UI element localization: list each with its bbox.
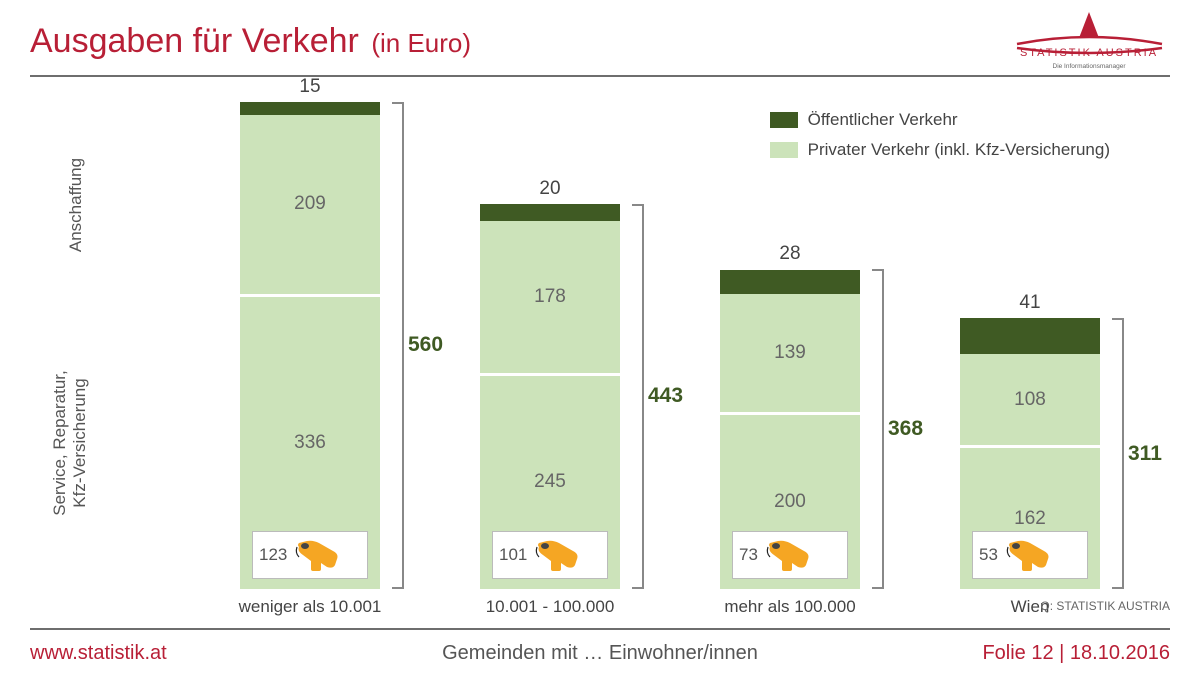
chart-area: Anschaffung Service, Reparatur, Kfz-Vers… [30, 80, 1170, 625]
logo-text-1: STATISTIK AUSTRIA [1020, 47, 1158, 59]
footer-slide-info: Folie 12 | 18.10.2016 [982, 642, 1170, 665]
ylabel-upper: Anschaffung [66, 130, 86, 280]
segment-public [960, 318, 1100, 354]
title-main: Ausgaben für Verkehr [30, 22, 359, 60]
total-value: 443 [648, 384, 683, 408]
x-category-label: 10.001 - 100.000 [450, 597, 650, 617]
divider-top [30, 75, 1170, 77]
fuel-value: 123 [259, 545, 287, 565]
legend-label: Privater Verkehr (inkl. Kfz-Versicherung… [808, 140, 1110, 160]
slide-title: Ausgaben für Verkehr (in Euro) [30, 22, 471, 61]
legend: Öffentlicher Verkehr Privater Verkehr (in… [770, 110, 1110, 170]
statistik-austria-logo: STATISTIK AUSTRIA Die Informationsmanage… [1007, 10, 1172, 72]
fuel-value-box: 73 [732, 531, 848, 579]
segment-upper-private: 139 [720, 294, 860, 412]
fuel-pump-icon [293, 537, 343, 573]
fuel-value-box: 123 [252, 531, 368, 579]
fuel-value-box: 101 [492, 531, 608, 579]
x-category-label: mehr als 100.000 [690, 597, 890, 617]
logo-text-2: Die Informationsmanager [1053, 63, 1127, 70]
public-value-label: 41 [960, 292, 1100, 314]
chart-source: Q: STATISTIK AUSTRIA [1040, 599, 1170, 613]
ylabel-lower-2: Kfz-Versicherung [70, 318, 90, 568]
segment-public [720, 270, 860, 294]
public-value-label: 28 [720, 243, 860, 265]
total-bracket [866, 269, 884, 589]
fuel-value: 73 [739, 545, 758, 565]
fuel-value: 53 [979, 545, 998, 565]
legend-label: Öffentlicher Verkehr [808, 110, 958, 130]
divider-bottom [30, 628, 1170, 630]
total-bracket [1106, 318, 1124, 589]
segment-upper-private: 108 [960, 354, 1100, 445]
total-bracket [386, 102, 404, 589]
legend-item: Privater Verkehr (inkl. Kfz-Versicherung… [770, 140, 1110, 160]
ylabel-lower-1: Service, Reparatur, [50, 318, 70, 568]
footer: www.statistik.at Gemeinden mit … Einwohn… [30, 636, 1170, 670]
total-value: 560 [408, 333, 443, 357]
total-value: 311 [1128, 442, 1162, 466]
fuel-pump-icon [1004, 537, 1054, 573]
x-category-label: weniger als 10.001 [210, 597, 410, 617]
total-value: 368 [888, 417, 923, 441]
y-axis-labels: Anschaffung Service, Reparatur, Kfz-Vers… [30, 90, 100, 590]
fuel-pump-icon [533, 537, 583, 573]
legend-item: Öffentlicher Verkehr [770, 110, 1110, 130]
fuel-pump-icon [764, 537, 814, 573]
public-value-label: 20 [480, 178, 620, 200]
legend-swatch [770, 142, 798, 158]
segment-public [480, 204, 620, 221]
total-bracket [626, 204, 644, 589]
fuel-value: 101 [499, 545, 527, 565]
segment-upper-private: 178 [480, 221, 620, 373]
slide-page: Ausgaben für Verkehr (in Euro) STATISTIK… [0, 0, 1200, 679]
segment-public [240, 102, 380, 115]
segment-upper-private: 209 [240, 115, 380, 294]
public-value-label: 15 [240, 76, 380, 98]
legend-swatch [770, 112, 798, 128]
title-sub: (in Euro) [371, 28, 471, 58]
footer-url: www.statistik.at [30, 642, 167, 665]
fuel-value-box: 53 [972, 531, 1088, 579]
